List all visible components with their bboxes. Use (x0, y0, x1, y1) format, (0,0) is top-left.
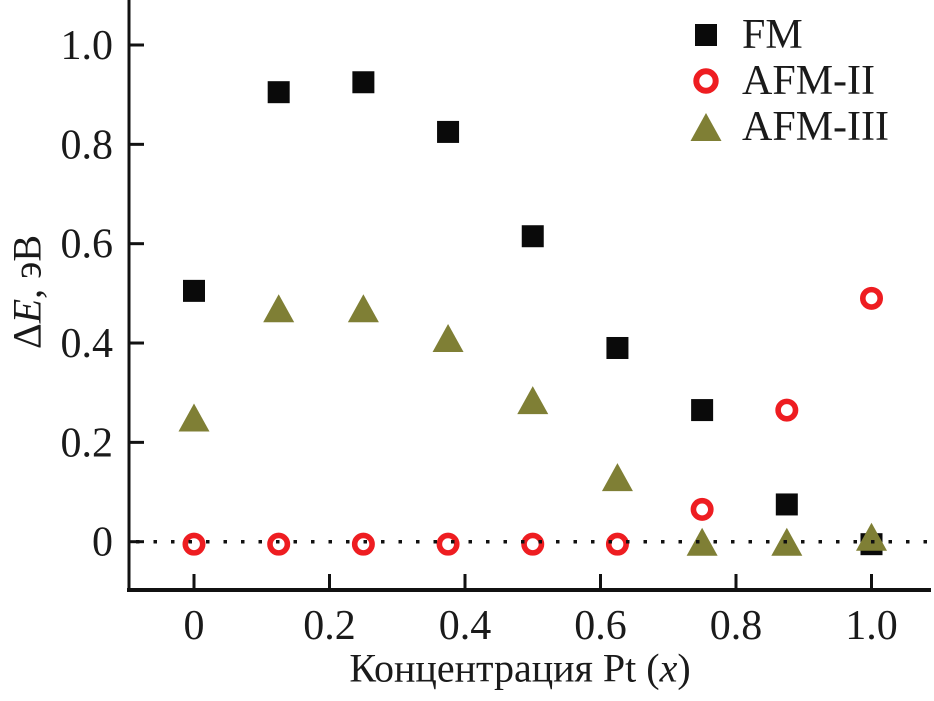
marker-afm-ii (351, 532, 375, 556)
x-tick-label: 0 (184, 603, 205, 649)
series-afm-iii (178, 294, 887, 556)
legend-marker-shape (693, 68, 719, 94)
marker-afm-ii (605, 532, 629, 556)
y-axis-title-prefix: Δ (4, 323, 50, 350)
y-tick-label: 0.4 (61, 321, 114, 367)
x-axis-title-variable: x (659, 645, 678, 691)
x-tick-label: 1.0 (845, 603, 898, 649)
y-tick-label: 0 (92, 520, 113, 566)
marker-afm-iii (263, 294, 295, 323)
marker-fm (691, 399, 714, 422)
x-tick-label: 0.8 (710, 603, 763, 649)
marker-afm-iii (601, 463, 633, 492)
x-axis-title: Концентрация Pt (x) (349, 645, 690, 692)
legend-marker-shape (695, 24, 717, 46)
x-axis-title-suffix: ) (677, 645, 691, 691)
legend: FM AFM-II AFM-III (683, 12, 889, 150)
fm-square-icon (695, 24, 717, 46)
x-tick-label: 0.6 (574, 603, 627, 649)
marker-fm (183, 279, 205, 302)
marker-afm-ii (690, 497, 714, 521)
marker-fm (521, 225, 544, 248)
legend-label-afm-ii: AFM-II (742, 58, 875, 104)
y-axis-title: ΔE, эВ (4, 235, 51, 349)
afm-ii-circle-icon (693, 68, 719, 94)
y-tick-label: 0.6 (61, 222, 114, 268)
marker-afm-iii (178, 403, 210, 432)
x-tick-label: 0.4 (439, 603, 492, 649)
legend-item-afm-iii: AFM-III (683, 104, 889, 150)
marker-fm (606, 336, 629, 359)
marker-afm-ii (267, 532, 291, 556)
marker-afm-iii (347, 294, 379, 323)
marker-afm-iii (432, 324, 464, 353)
y-tick-label: 1.0 (61, 23, 114, 69)
marker-afm-ii (775, 398, 799, 422)
marker-fm (437, 120, 460, 143)
marker-afm-iii (517, 386, 549, 415)
marker-fm (267, 81, 290, 104)
y-axis-title-suffix: , эВ (4, 234, 50, 299)
legend-item-afm-ii: AFM-II (683, 58, 889, 104)
marker-afm-ii (859, 286, 883, 310)
marker-afm-iii (686, 527, 718, 556)
y-tick-label: 0.8 (61, 122, 114, 168)
marker-fm (775, 493, 798, 516)
y-axis-title-variable: E (4, 298, 50, 324)
marker-afm-iii (856, 522, 887, 551)
legend-marker-shape (690, 113, 722, 141)
marker-afm-ii (436, 532, 460, 556)
marker-fm (352, 71, 375, 94)
legend-item-fm: FM (683, 12, 889, 58)
marker-afm-ii (521, 532, 545, 556)
marker-afm-ii (182, 532, 206, 556)
series-afm-ii (182, 286, 883, 556)
afm-iii-triangle-icon (690, 113, 722, 141)
x-axis-title-prefix: Концентрация Pt ( (349, 645, 660, 691)
x-tick-label: 0.2 (303, 603, 356, 649)
y-tick-label: 0.2 (61, 420, 114, 466)
legend-label-afm-iii: AFM-III (742, 104, 889, 150)
legend-label-fm: FM (742, 12, 803, 58)
